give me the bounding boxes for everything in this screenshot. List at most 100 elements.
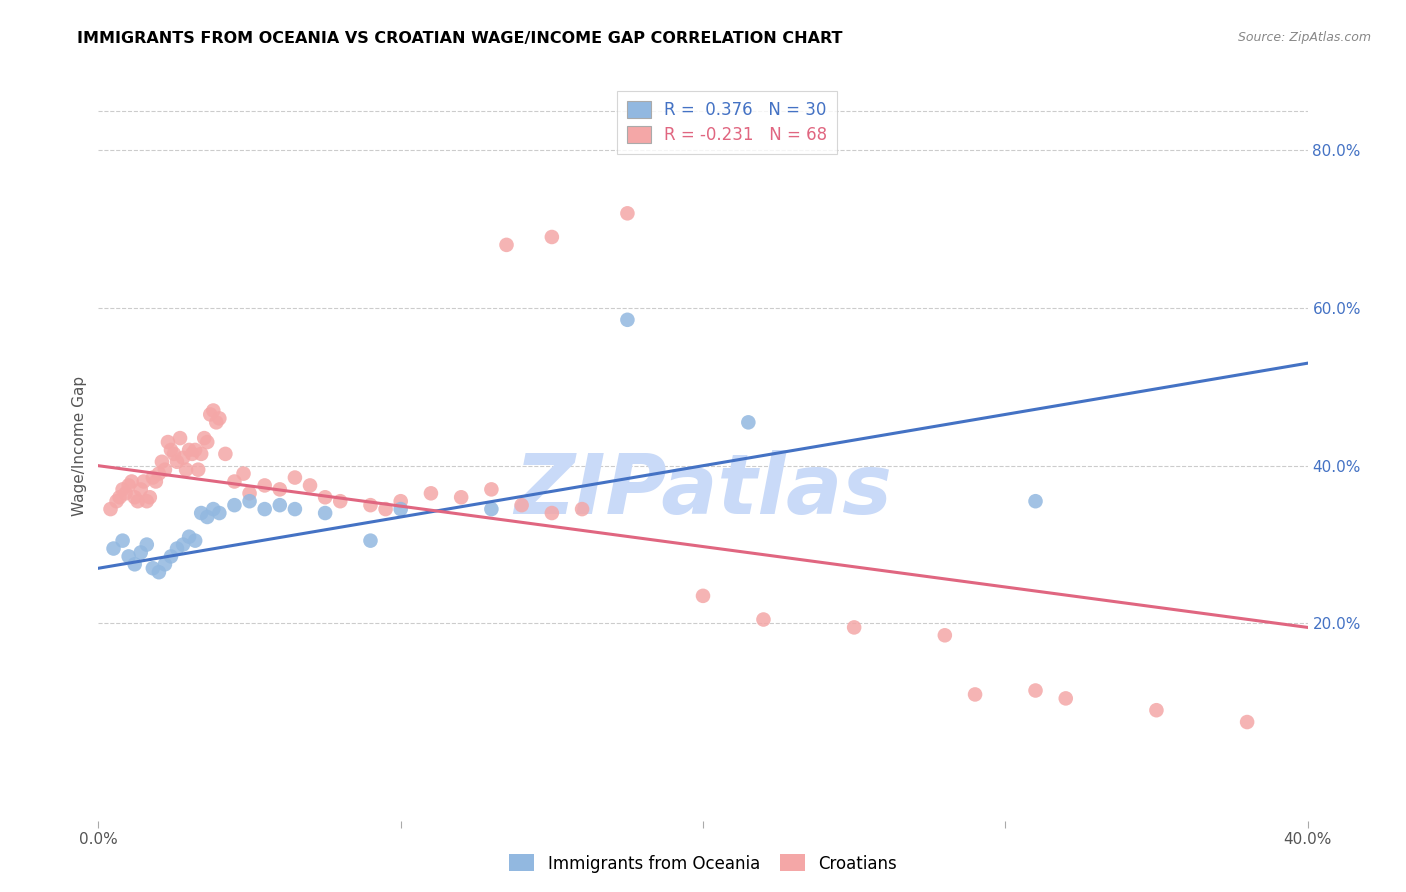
Point <box>127 494 149 508</box>
Point <box>169 431 191 445</box>
Point <box>193 431 215 445</box>
Point <box>124 490 146 504</box>
Point <box>540 506 562 520</box>
Point <box>205 415 228 429</box>
Point <box>1144 703 1167 717</box>
Point <box>160 442 183 457</box>
Text: IMMIGRANTS FROM OCEANIA VS CROATIAN WAGE/INCOME GAP CORRELATION CHART: IMMIGRANTS FROM OCEANIA VS CROATIAN WAGE… <box>77 31 842 46</box>
Point <box>181 447 204 461</box>
Point <box>1236 714 1258 729</box>
Point <box>184 533 207 548</box>
Point <box>172 538 194 552</box>
Point <box>118 478 141 492</box>
Point <box>374 502 396 516</box>
Point <box>389 494 412 508</box>
Point <box>1024 494 1046 508</box>
Point <box>253 478 276 492</box>
Point <box>124 558 146 572</box>
Point <box>105 494 128 508</box>
Point <box>111 483 134 497</box>
Point <box>121 475 143 489</box>
Point <box>153 558 176 572</box>
Point <box>184 442 207 457</box>
Point <box>284 502 307 516</box>
Point <box>224 475 246 489</box>
Point <box>481 502 503 516</box>
Point <box>737 415 759 429</box>
Point <box>163 447 186 461</box>
Point <box>571 502 593 516</box>
Point <box>142 470 165 484</box>
Point <box>450 490 472 504</box>
Point <box>253 502 276 516</box>
Point <box>166 541 188 556</box>
Point <box>135 494 157 508</box>
Point <box>156 435 179 450</box>
Point <box>129 483 152 497</box>
Point <box>195 435 218 450</box>
Point <box>224 498 246 512</box>
Point <box>616 313 638 327</box>
Point <box>190 447 212 461</box>
Point <box>314 490 336 504</box>
Point <box>132 475 155 489</box>
Point <box>118 549 141 564</box>
Y-axis label: Wage/Income Gap: Wage/Income Gap <box>72 376 87 516</box>
Point <box>510 498 533 512</box>
Point <box>150 455 173 469</box>
Point <box>269 483 291 497</box>
Point <box>420 486 443 500</box>
Point <box>111 533 134 548</box>
Point <box>195 510 218 524</box>
Point <box>166 455 188 469</box>
Point <box>208 506 231 520</box>
Point <box>129 545 152 559</box>
Point <box>299 478 322 492</box>
Point <box>360 533 382 548</box>
Point <box>179 530 201 544</box>
Point <box>616 206 638 220</box>
Text: Source: ZipAtlas.com: Source: ZipAtlas.com <box>1237 31 1371 45</box>
Point <box>160 549 183 564</box>
Point <box>172 450 194 465</box>
Point <box>202 403 225 417</box>
Point <box>495 238 517 252</box>
Point <box>179 442 201 457</box>
Point <box>135 538 157 552</box>
Point <box>1054 691 1077 706</box>
Point <box>139 490 162 504</box>
Point <box>965 688 987 702</box>
Point <box>114 486 136 500</box>
Point <box>103 541 125 556</box>
Point <box>239 494 262 508</box>
Point <box>187 463 209 477</box>
Point <box>360 498 382 512</box>
Point <box>190 506 212 520</box>
Point <box>239 486 262 500</box>
Point <box>284 470 307 484</box>
Point <box>200 408 222 422</box>
Point <box>145 475 167 489</box>
Point <box>148 467 170 481</box>
Point <box>844 620 866 634</box>
Point <box>1024 683 1046 698</box>
Point <box>481 483 503 497</box>
Point <box>108 490 131 504</box>
Point <box>232 467 254 481</box>
Point <box>208 411 231 425</box>
Point <box>314 506 336 520</box>
Point <box>148 565 170 579</box>
Point <box>142 561 165 575</box>
Point <box>329 494 352 508</box>
Point <box>934 628 956 642</box>
Point <box>153 463 176 477</box>
Point <box>214 447 236 461</box>
Point <box>174 463 197 477</box>
Point <box>269 498 291 512</box>
Point <box>389 502 412 516</box>
Legend: Immigrants from Oceania, Croatians: Immigrants from Oceania, Croatians <box>502 847 904 880</box>
Point <box>752 613 775 627</box>
Point <box>202 502 225 516</box>
Text: ZIPatlas: ZIPatlas <box>515 450 891 532</box>
Point <box>692 589 714 603</box>
